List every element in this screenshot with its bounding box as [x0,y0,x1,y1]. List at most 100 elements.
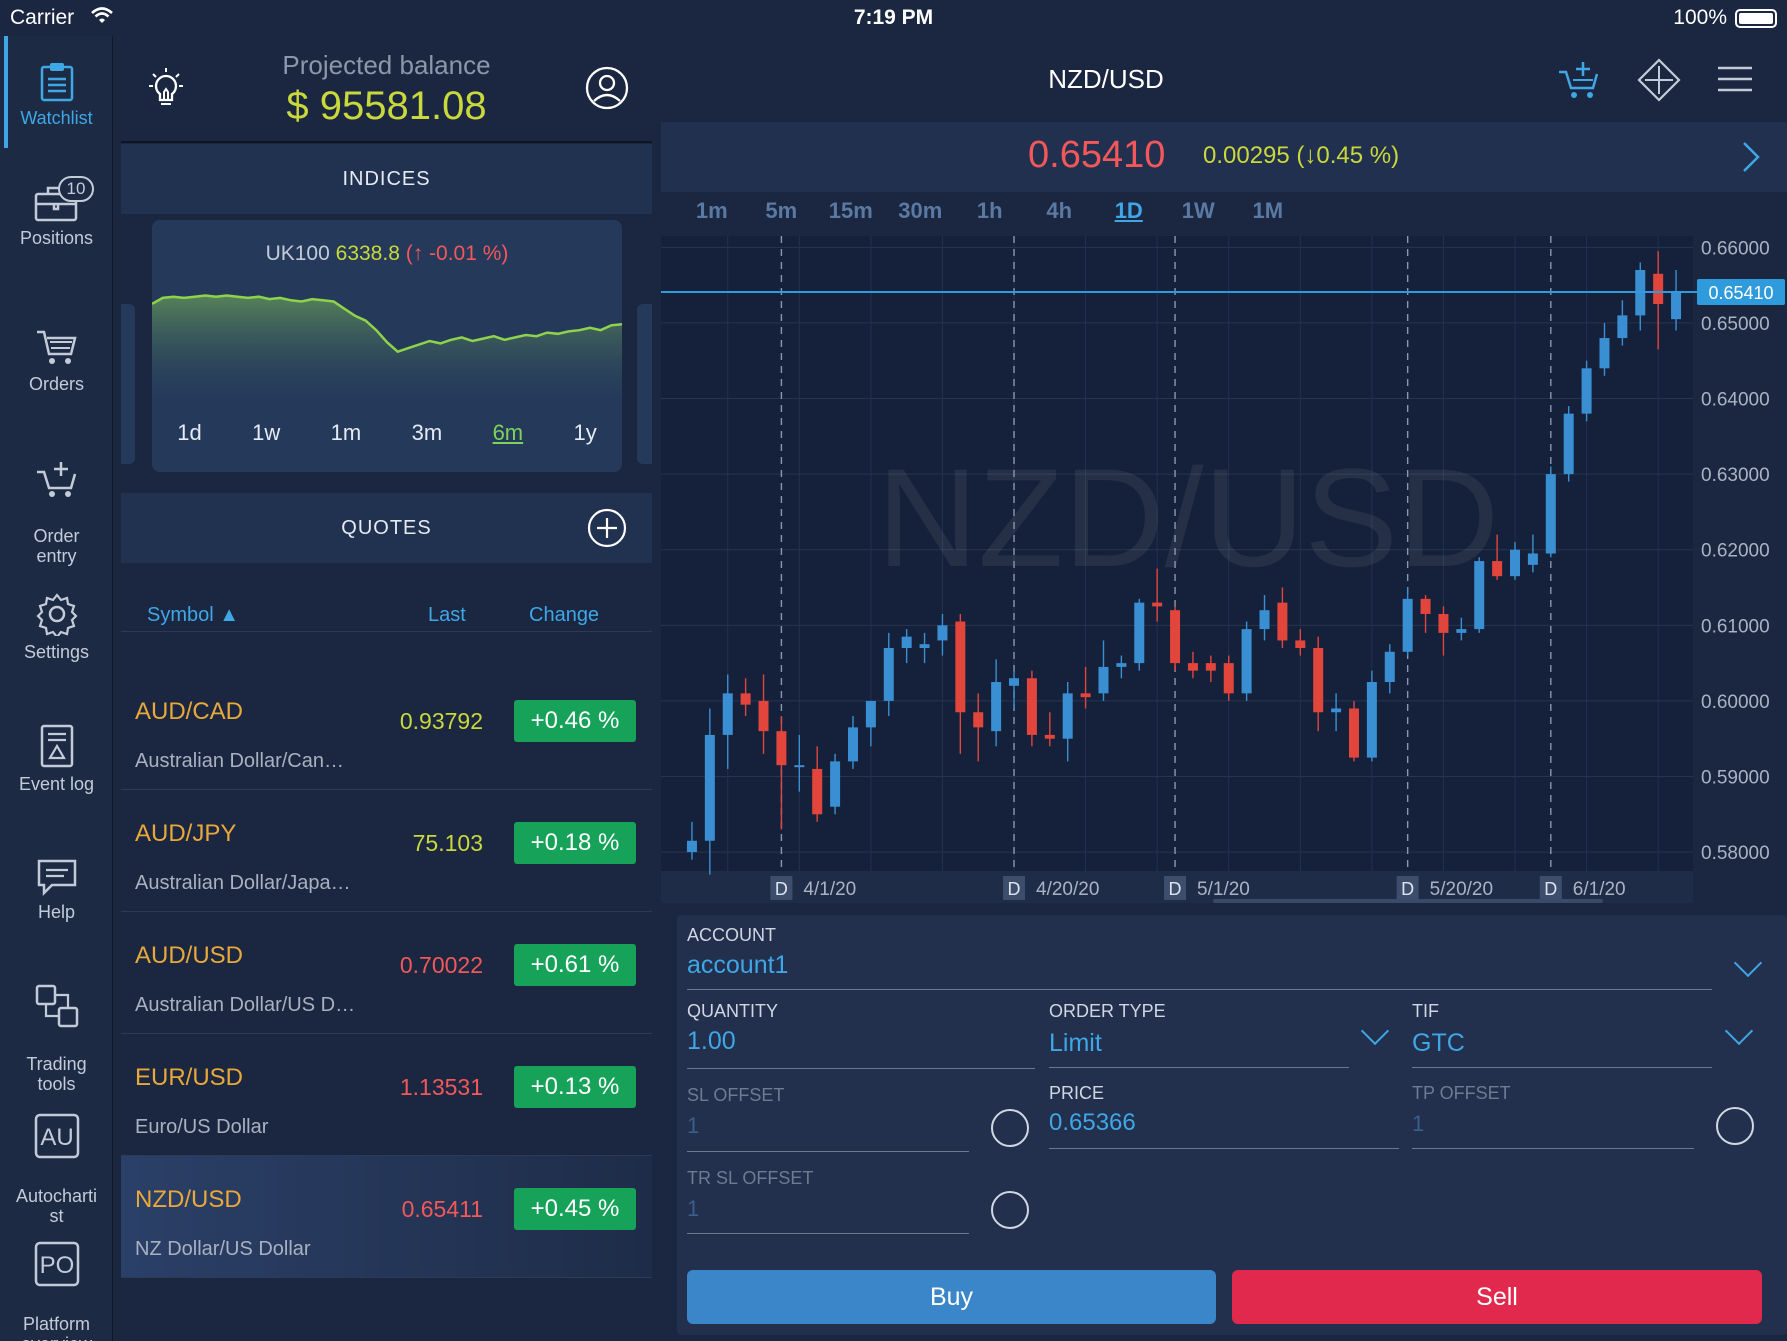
candle-body [1009,678,1020,686]
sidebar-item-trading-tools[interactable]: Trading tools [0,964,113,1094]
candle-body [1563,413,1574,475]
crosshair-move-icon[interactable] [1637,58,1681,102]
timeframe-1m[interactable]: 1m [695,198,728,223]
chevron-right-icon[interactable] [1741,140,1761,174]
candle-body [937,625,948,641]
quote-symbol: EUR/USD [135,1064,244,1091]
y-tick-label: 0.65000 [1701,314,1770,335]
sidebar-item-autochartist[interactable]: AU Autocharti st [0,1092,113,1226]
tp-offset-input[interactable]: 1 [1412,1111,1425,1136]
prev-index-card-peek[interactable] [121,304,135,464]
timeframe-5m[interactable]: 5m [765,198,798,223]
col-last[interactable]: Last [428,604,466,626]
candle-body [830,761,841,807]
index-range-selector: 1d 1w 1m 3m 6m 1y [152,420,622,446]
quote-row-aud-usd[interactable]: AUD/USD Australian Dollar/US D… 0.70022 … [121,912,652,1034]
timeframe-1d[interactable]: 1D [1114,198,1143,223]
chevron-down-icon[interactable] [1733,948,1763,978]
quote-row-aud-cad[interactable]: AUD/CAD Australian Dollar/Can… 0.93792 +… [121,668,652,790]
timeframe-1mo[interactable]: 1M [1252,198,1284,223]
candle-body [1599,338,1610,369]
sidebar-item-help[interactable]: Help [0,858,113,922]
quote-change-badge: +0.18 % [514,822,636,864]
quotes-header-label: QUOTES [341,517,432,539]
sidebar-item-watchlist[interactable]: Watchlist [0,36,113,148]
quote-change-badge: +0.46 % [514,700,636,742]
account-select[interactable]: account1 [687,951,789,979]
quote-last: 0.65411 [401,1196,483,1222]
x-tick-label: 5/1/20 [1197,879,1250,900]
chevron-down-icon[interactable] [1360,1016,1390,1046]
order-type-select[interactable]: Limit [1049,1029,1102,1057]
candle-body [1366,682,1377,758]
chat-bubble-icon [37,859,76,896]
timeframe-30m[interactable]: 30m [898,198,943,223]
cart-add-icon[interactable] [1557,60,1603,102]
cart-icon [36,330,77,364]
index-card[interactable]: UK100 6338.8 (↑ -0.01 %) 1d 1w 1m 3m 6m … [152,220,622,472]
sidebar-item-orders[interactable]: Orders [0,328,113,394]
chevron-down-icon[interactable] [1724,1016,1754,1046]
lightbulb-icon[interactable] [148,66,184,110]
tr-sl-offset-label: TR SL OFFSET [687,1168,814,1188]
quote-last: 0.70022 [399,952,483,978]
user-profile-icon[interactable] [585,66,629,110]
add-quote-icon[interactable] [587,508,627,548]
quantity-input[interactable]: 1.00 [687,1027,736,1055]
range-3m[interactable]: 3m [411,420,443,445]
candle-body [883,647,894,701]
price-label: PRICE [1049,1083,1105,1103]
tr-sl-offset-input[interactable]: 1 [687,1196,700,1221]
divider [1049,1148,1399,1149]
au-icon: AU [34,1113,79,1159]
quote-row-eur-usd[interactable]: EUR/USD Euro/US Dollar 1.13531 +0.13 % [121,1034,652,1156]
buy-button[interactable]: Buy [687,1270,1216,1324]
session-marker-label: D [1544,879,1557,899]
sell-button[interactable]: Sell [1232,1270,1762,1324]
quote-name: Australian Dollar/Can… [135,750,344,772]
cart-add-icon [36,462,76,497]
quote-row-nzd-usd[interactable]: NZD/USD NZ Dollar/US Dollar 0.65411 +0.4… [121,1156,652,1278]
range-6m[interactable]: 6m [492,420,524,445]
candle-body [1456,629,1467,633]
range-1m[interactable]: 1m [330,420,362,445]
sidebar-item-label: Order entry [33,526,80,566]
next-index-card-peek[interactable] [637,304,652,464]
timeframe-4h[interactable]: 4h [1046,198,1073,223]
sidebar-item-order-entry[interactable]: Order entry [0,440,113,566]
chart-y-axis-area [1693,236,1787,871]
timeframe-15m[interactable]: 15m [828,198,873,223]
y-tick-label: 0.64000 [1701,390,1770,411]
price-input[interactable]: 0.65366 [1049,1109,1136,1136]
candle-body [794,765,805,768]
quote-row-aud-jpy[interactable]: AUD/JPY Australian Dollar/Japa… 75.103 +… [121,790,652,912]
col-change[interactable]: Change [529,604,600,626]
index-change: (↑ -0.01 %) [405,242,509,265]
range-1d[interactable]: 1d [177,420,202,445]
current-price: 0.65410 [1028,134,1166,176]
candle-body [1581,368,1592,414]
timeframe-1w[interactable]: 1W [1181,198,1215,223]
range-1y[interactable]: 1y [573,420,597,445]
sidebar-item-positions[interactable]: 10 Orders Positions [0,176,113,248]
tr-sl-offset-toggle[interactable] [991,1191,1029,1229]
index-sparkline [152,294,622,400]
sl-offset-toggle[interactable] [991,1109,1029,1147]
sidebar-item-settings[interactable]: Settings [0,592,113,662]
tp-offset-toggle[interactable] [1716,1107,1754,1145]
range-1w[interactable]: 1w [252,420,281,445]
timeframe-1h[interactable]: 1h [976,198,1003,223]
divider [687,1068,1035,1069]
candle-body [1223,663,1234,694]
quotes-column-headers: Symbol ▲ Last Change [121,584,652,644]
candle-body [1295,640,1306,648]
quote-last: 1.13531 [399,1074,483,1100]
col-symbol[interactable]: Symbol ▲ [147,604,240,626]
tif-select[interactable]: GTC [1412,1029,1465,1057]
menu-icon[interactable] [1717,64,1753,94]
candlestick-chart[interactable]: 0.66000 0.65000 0.64000 0.63000 0.62000 0.610… [661,236,1787,941]
sidebar-item-platform-overview[interactable]: PO Platform overview [0,1220,113,1341]
sl-offset-input[interactable]: 1 [687,1113,700,1138]
price-change: 0.00295 (↓0.45 %) [1203,142,1400,169]
sidebar-item-event-log[interactable]: Event log [0,724,113,794]
